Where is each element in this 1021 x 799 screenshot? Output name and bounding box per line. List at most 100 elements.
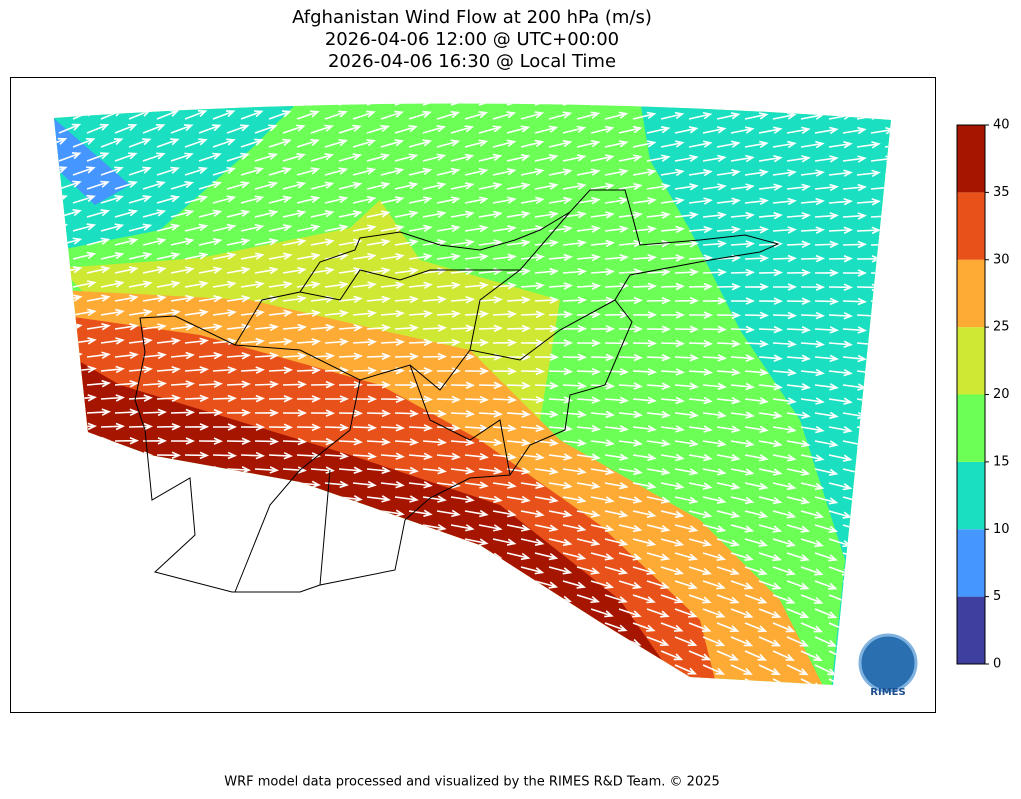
- wind-arrow: [842, 155, 867, 163]
- wind-arrow: [366, 352, 392, 361]
- wind-arrow: [646, 524, 671, 533]
- wind-arrow: [688, 197, 713, 205]
- wind-arrow: [632, 510, 657, 518]
- wind-arrow: [646, 126, 671, 134]
- wind-arrow: [716, 538, 741, 547]
- wind-arrow: [758, 211, 783, 220]
- wind-arrow: [324, 594, 349, 603]
- wind-arrow: [632, 566, 657, 575]
- wind-arrow: [800, 566, 824, 576]
- wind-arrow: [870, 326, 891, 334]
- wind-arrow: [394, 125, 419, 134]
- wind-arrow: [254, 323, 279, 332]
- wind-arrow: [716, 225, 741, 234]
- wind-arrow: [576, 168, 601, 176]
- wind-arrow: [562, 552, 587, 561]
- wind-arrow: [772, 311, 798, 320]
- wind-arrow: [660, 566, 685, 575]
- wind-arrow: [310, 466, 335, 474]
- wind-arrow: [423, 693, 444, 701]
- wind-arrow: [828, 169, 853, 177]
- wind-arrow: [899, 384, 921, 390]
- wind-arrow: [436, 310, 461, 318]
- wind-arrow: [114, 636, 139, 644]
- wind-arrow: [604, 396, 629, 404]
- wind-arrow: [786, 664, 809, 676]
- wind-arrow: [394, 295, 419, 304]
- wind-arrow: [142, 103, 166, 106]
- wind-arrow: [646, 325, 672, 333]
- wind-arrow: [646, 182, 671, 191]
- wind-arrow: [436, 338, 462, 347]
- wind-arrow: [548, 510, 573, 518]
- wind-arrow: [226, 409, 252, 417]
- wind-arrow: [562, 664, 586, 675]
- wind-arrow: [702, 183, 727, 191]
- wind-arrow: [184, 451, 210, 460]
- wind-arrow: [100, 678, 125, 685]
- wind-arrow: [744, 454, 769, 462]
- wind-arrow: [310, 181, 335, 190]
- wind-arrow: [114, 408, 140, 417]
- wind-arrow: [884, 510, 891, 519]
- wind-arrow: [632, 425, 657, 433]
- wind-arrow: [884, 566, 891, 576]
- wind-arrow: [744, 397, 769, 405]
- wind-arrow: [786, 440, 811, 448]
- wind-arrow: [562, 410, 587, 418]
- wind-arrow: [86, 180, 110, 190]
- wind-arrow: [604, 367, 630, 376]
- wind-arrow: [171, 693, 192, 700]
- wind-arrow: [240, 508, 265, 517]
- wind-arrow: [506, 153, 531, 162]
- wind-arrow: [590, 552, 615, 561]
- wind-arrow: [268, 622, 293, 631]
- wind-arrow: [730, 297, 756, 305]
- wind-arrow: [590, 664, 614, 675]
- wind-arrow: [884, 622, 891, 633]
- wind-arrow: [464, 566, 489, 575]
- wind-arrow: [814, 580, 838, 590]
- wind-arrow: [170, 103, 194, 106]
- wind-arrow: [338, 466, 363, 474]
- wind-arrow: [100, 194, 124, 204]
- wind-arrow: [688, 396, 713, 405]
- wind-arrow: [128, 678, 153, 685]
- wind-arrow: [170, 237, 195, 246]
- wind-arrow: [128, 536, 153, 545]
- wind-arrow: [520, 453, 545, 461]
- wind-arrow: [730, 439, 755, 448]
- logo-text: RIMES: [870, 687, 905, 698]
- wind-arrow: [758, 664, 781, 676]
- wind-arrow: [142, 579, 167, 588]
- wind-arrow: [72, 622, 97, 630]
- wind-arrow: [492, 225, 517, 233]
- wind-arrow: [114, 608, 139, 616]
- wind-arrow: [548, 650, 572, 660]
- wind-arrow: [282, 580, 307, 588]
- wind-arrow: [240, 167, 265, 176]
- wind-arrow: [352, 195, 377, 204]
- wind-arrow: [226, 209, 251, 218]
- wind-arrow: [786, 326, 812, 334]
- wind-arrow: [464, 338, 490, 347]
- wind-arrow: [730, 524, 755, 533]
- wind-arrow: [198, 181, 223, 190]
- wind-arrow: [576, 678, 600, 685]
- wind-arrow: [786, 524, 811, 533]
- wind-arrow: [366, 381, 392, 389]
- wind-arrow: [646, 636, 670, 646]
- wind-arrow: [226, 295, 251, 303]
- wind-arrow: [114, 123, 138, 134]
- wind-arrow: [548, 196, 573, 205]
- wind-arrow: [716, 650, 740, 661]
- wind-arrow: [562, 580, 587, 589]
- wind-arrow: [899, 413, 921, 419]
- wind-arrow: [590, 524, 615, 533]
- wind-arrow: [563, 693, 583, 702]
- wind-arrow: [478, 636, 502, 646]
- wind-arrow: [142, 180, 166, 190]
- wind-arrow: [282, 664, 306, 674]
- wind-arrow: [58, 123, 82, 134]
- wind-arrow: [380, 452, 405, 460]
